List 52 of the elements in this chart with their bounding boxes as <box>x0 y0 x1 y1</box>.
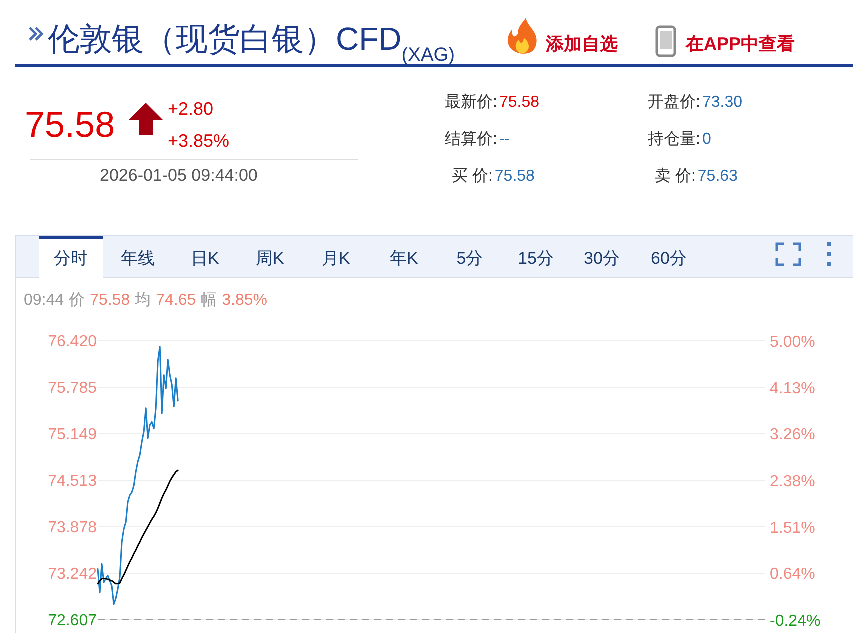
y2-tick-label: 1.51% <box>770 520 816 537</box>
y-tick-label: 72.607 <box>48 612 98 630</box>
text: 15分 <box>518 249 554 268</box>
chart-title: 伦敦银（现货白银）CFD$_{(XAG)}$ <box>48 21 456 66</box>
text: 最新价: <box>445 93 498 111</box>
text: 买 价: <box>452 168 493 185</box>
text: 60分 <box>651 249 687 268</box>
text: 73.30 <box>702 94 743 111</box>
text: 75.58 <box>499 94 540 111</box>
text: 30分 <box>584 249 620 268</box>
text: 75.58 <box>494 168 536 185</box>
text: +3.85% <box>168 131 230 151</box>
y-tick-label: 76.420 <box>48 334 98 350</box>
y2-tick-label: 2.38% <box>770 474 816 490</box>
text: 年K <box>390 249 419 268</box>
text: 09:44 <box>24 292 64 309</box>
text: 75.63 <box>698 168 738 185</box>
text: 75.58 <box>25 104 116 145</box>
text: 添加自选 <box>545 34 618 54</box>
y-tick-label: 75.785 <box>48 380 98 397</box>
text: 在APP中查看 <box>685 34 796 54</box>
y2-tick-label: 4.13% <box>770 380 816 398</box>
text: 幅 <box>201 292 218 309</box>
text: 分时 <box>54 249 88 268</box>
text: 均 <box>134 292 152 309</box>
y-tick-label: 75.149 <box>48 426 98 444</box>
line-series <box>97 346 179 606</box>
text: 持仓量: <box>648 130 700 148</box>
y-tick-label: 73.242 <box>48 566 98 584</box>
text: 0 <box>702 131 712 148</box>
text: 74.65 <box>156 292 196 309</box>
text: 2026-01-05 09:44:00 <box>100 166 258 185</box>
y-tick-label: 74.513 <box>48 473 98 490</box>
text: 价 <box>68 292 86 309</box>
y2-tick-label: 5.00% <box>770 334 816 351</box>
line-series <box>97 470 179 585</box>
text: 年线 <box>121 249 155 268</box>
text: 开盘价: <box>648 94 700 111</box>
text: 3.85% <box>222 292 268 309</box>
text: 月K <box>322 249 351 268</box>
y2-tick-label: 0.64% <box>770 566 816 584</box>
text: 周K <box>256 249 285 268</box>
text: 卖 价: <box>655 167 696 185</box>
y2-tick-label: 3.26% <box>770 426 816 444</box>
text: 结算价: <box>445 130 498 148</box>
y-tick-label: 73.878 <box>48 520 98 536</box>
text: 日K <box>190 249 220 268</box>
text: +2.80 <box>168 99 214 119</box>
text: 5分 <box>456 249 484 268</box>
y2-tick-label: -0.24% <box>770 613 821 630</box>
text: -- <box>499 131 510 148</box>
text: 75.58 <box>90 292 130 309</box>
